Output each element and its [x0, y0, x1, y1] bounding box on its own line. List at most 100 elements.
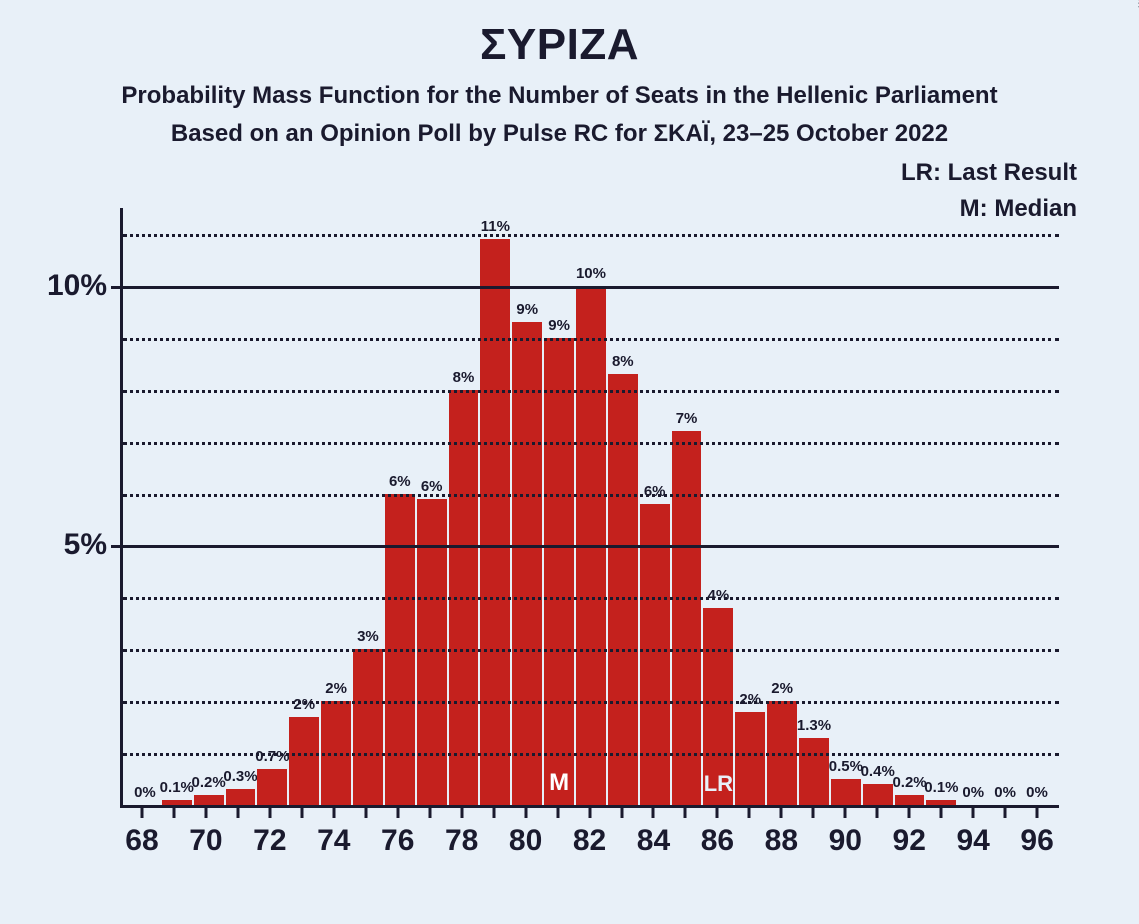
bar-value-label: 9%	[516, 301, 538, 322]
x-axis-tick	[876, 808, 879, 818]
x-axis-tick	[812, 808, 815, 818]
x-axis-tick	[428, 808, 431, 818]
x-axis-label: 70	[189, 824, 222, 858]
bar-slot: 2%	[734, 208, 766, 805]
bar-value-label: 8%	[453, 369, 475, 390]
x-slot: 92	[893, 808, 925, 868]
x-axis-tick	[364, 808, 367, 818]
bar-slot: 0%	[129, 208, 161, 805]
x-slot: 82	[574, 808, 606, 868]
bar-slot: 7%	[671, 208, 703, 805]
x-axis-tick	[172, 808, 175, 818]
x-axis-label: 92	[893, 824, 926, 858]
x-axis-label: 88	[765, 824, 798, 858]
x-slot: 74	[318, 808, 350, 868]
bar-slot: 0.1%	[925, 208, 957, 805]
x-slot	[478, 808, 510, 868]
bar-slot: 1.3%	[798, 208, 830, 805]
bar: 6%	[640, 504, 670, 805]
bar-value-label: 3%	[357, 628, 379, 649]
gridline-minor	[123, 753, 1059, 756]
bar-value-label: 0.2%	[192, 774, 226, 795]
x-slot	[797, 808, 829, 868]
chart-subtitle-2: Based on an Opinion Poll by Pulse RC for…	[40, 120, 1079, 148]
x-slot: 84	[638, 808, 670, 868]
x-axis-label: 68	[125, 824, 158, 858]
x-axis-label: 84	[637, 824, 670, 858]
bar-value-label: 0.7%	[255, 748, 289, 769]
x-slot	[414, 808, 446, 868]
bar-value-label: 0.4%	[861, 763, 895, 784]
bar-slot: 3%	[352, 208, 384, 805]
x-slot: 94	[957, 808, 989, 868]
gridline-major	[123, 545, 1059, 548]
x-axis-tick	[140, 808, 143, 818]
bar-value-label: 0%	[1026, 784, 1048, 805]
chart-area: 0%0.1%0.2%0.3%0.7%2%2%3%6%6%8%11%9%9%M10…	[120, 208, 1059, 868]
x-slot	[606, 808, 638, 868]
x-axis-label: 74	[317, 824, 350, 858]
x-slot	[989, 808, 1021, 868]
x-slot	[222, 808, 254, 868]
x-axis-tick	[1004, 808, 1007, 818]
gridline-minor	[123, 701, 1059, 704]
gridline-minor	[123, 234, 1059, 237]
bar-slot: 4%LR	[702, 208, 734, 805]
x-axis-tick	[524, 808, 527, 818]
bar-slot: 0.3%	[225, 208, 257, 805]
bar-value-label: 10%	[576, 265, 606, 286]
x-axis-tick	[780, 808, 783, 818]
x-axis-tick	[716, 808, 719, 818]
x-axis-tick	[844, 808, 847, 818]
x-axis-tick	[972, 808, 975, 818]
bar-value-label: 2%	[771, 680, 793, 701]
bar-value-label: 1.3%	[797, 717, 831, 738]
bar-slot: 6%	[384, 208, 416, 805]
bar: 1.3%	[799, 738, 829, 805]
bar-slot: 2%	[766, 208, 798, 805]
bar-slot: 6%	[416, 208, 448, 805]
x-axis-tick	[268, 808, 271, 818]
bar: 8%	[608, 374, 638, 805]
bar: 2%	[289, 717, 319, 805]
x-slot	[286, 808, 318, 868]
gridline-minor	[123, 649, 1059, 652]
x-axis-tick	[556, 808, 559, 818]
bar-value-label: 6%	[389, 473, 411, 494]
x-axis-tick	[1036, 808, 1039, 818]
x-slot	[861, 808, 893, 868]
x-slot: 88	[765, 808, 797, 868]
bar-slot: 8%	[607, 208, 639, 805]
x-axis-tick	[684, 808, 687, 818]
x-axis-tick	[396, 808, 399, 818]
bar-slot: 0.4%	[862, 208, 894, 805]
bar: 3%	[353, 649, 383, 805]
x-slot	[350, 808, 382, 868]
bar-value-label: 8%	[612, 353, 634, 374]
x-slot	[669, 808, 701, 868]
bar: 4%LR	[703, 608, 733, 805]
x-axis-tick	[332, 808, 335, 818]
plot-area: 0%0.1%0.2%0.3%0.7%2%2%3%6%6%8%11%9%9%M10…	[120, 208, 1059, 808]
x-slot	[158, 808, 190, 868]
bar-value-label: 0%	[994, 784, 1016, 805]
gridline-minor	[123, 597, 1059, 600]
bar-value-label: 7%	[676, 410, 698, 431]
y-axis-tick	[111, 545, 123, 548]
bar-slot: 0.7%	[256, 208, 288, 805]
x-slot: 72	[254, 808, 286, 868]
bar-slot: 0.2%	[193, 208, 225, 805]
x-slot: 68	[126, 808, 158, 868]
bar-value-label: 2%	[325, 680, 347, 701]
last-result-marker: LR	[704, 771, 733, 797]
x-axis-tick	[588, 808, 591, 818]
x-axis-tick	[908, 808, 911, 818]
bars-container: 0%0.1%0.2%0.3%0.7%2%2%3%6%6%8%11%9%9%M10…	[123, 208, 1059, 805]
chart-title: ΣΥΡΙΖΑ	[40, 20, 1079, 70]
gridline-major	[123, 286, 1059, 289]
x-axis-label: 96	[1020, 824, 1053, 858]
bar-value-label: 0.5%	[829, 758, 863, 779]
bar-slot: 9%M	[543, 208, 575, 805]
x-slot	[925, 808, 957, 868]
x-axis-label: 94	[956, 824, 989, 858]
